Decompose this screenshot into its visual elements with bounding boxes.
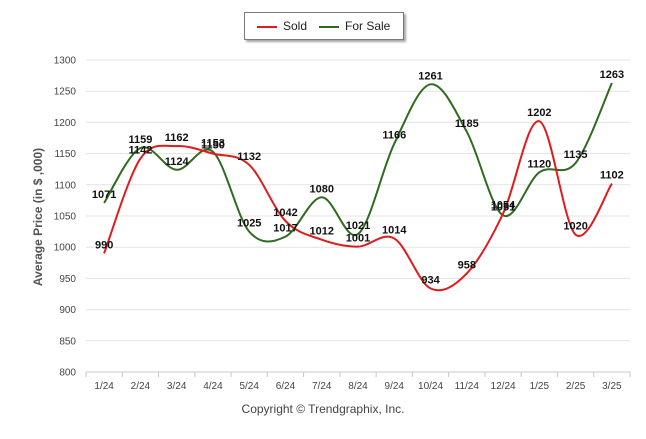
y-tick-label: 1200 [54,118,77,129]
data-label-for-sale: 1080 [309,183,333,195]
y-tick-label: 850 [59,336,76,347]
legend-item-sold[interactable]: Sold [257,19,307,33]
data-label-for-sale: 1021 [346,220,370,232]
data-label-for-sale: 1185 [455,118,479,130]
y-tick-label: 1300 [54,56,77,67]
x-tick-label: 1/24 [94,381,114,392]
legend-label-for-sale: For Sale [345,19,391,33]
data-label-sold: 1102 [600,170,624,182]
x-tick-label: 8/24 [348,381,368,392]
y-tick-label: 950 [59,274,76,285]
x-tick-label: 9/24 [385,381,405,392]
data-label-for-sale: 1261 [418,70,442,82]
data-label-sold: 934 [421,274,440,286]
data-label-sold: 958 [458,259,476,271]
data-label-sold: 990 [95,239,113,251]
legend-swatch-sold [257,25,277,28]
x-tick-label: 2/25 [566,381,586,392]
series-line-sold [103,120,613,292]
data-label-sold: 1142 [128,145,152,157]
data-label-sold: 1014 [382,224,407,236]
x-tick-label: 3/24 [167,381,187,392]
data-label-sold: 1162 [165,132,189,144]
x-tick-label: 2/24 [131,381,151,392]
y-tick-label: 1250 [54,87,77,98]
legend-swatch-for-sale [319,25,339,28]
x-tick-label: 6/24 [276,381,296,392]
data-label-for-sale: 1071 [92,189,116,201]
data-label-sold: 1202 [527,107,551,119]
data-label-for-sale: 1120 [527,158,551,170]
data-label-for-sale: 1153 [201,138,225,150]
x-tick-label: 12/24 [491,381,516,392]
legend-label-sold: Sold [283,19,308,33]
y-axis-title: Average Price (in $ ,000) [31,147,45,287]
data-label-sold: 1001 [346,233,370,245]
data-label-for-sale: 1135 [564,149,588,161]
data-label-for-sale: 1159 [128,134,152,146]
y-tick-label: 1150 [54,149,76,160]
data-label-sold: 1132 [237,151,261,163]
y-tick-label: 800 [59,368,76,379]
legend: Sold For Sale [244,12,404,40]
series-line-for-sale [103,82,613,243]
data-label-for-sale: 1017 [273,223,297,235]
y-tick-label: 1100 [54,180,76,191]
y-tick-label: 1050 [54,212,77,223]
legend-item-for-sale[interactable]: For Sale [319,19,390,33]
y-tick-label: 1000 [54,243,77,254]
x-tick-label: 4/24 [203,381,223,392]
data-label-sold: 1020 [563,221,587,233]
x-tick-label: 11/24 [455,381,480,392]
data-label-for-sale: 1124 [165,156,190,168]
x-tick-label: 3/25 [602,381,622,392]
data-label-sold: 1042 [273,207,297,219]
data-label-for-sale: 1051 [491,201,515,213]
x-tick-label: 1/25 [530,381,550,392]
data-label-for-sale: 1166 [382,130,406,142]
data-label-for-sale: 1025 [237,218,261,230]
data-label-for-sale: 1263 [600,69,624,81]
x-tick-label: 10/24 [418,381,443,392]
data-label-sold: 1012 [309,226,333,238]
data-label-sold: 1150 [201,140,225,152]
x-tick-label: 7/24 [312,381,332,392]
x-tick-label: 5/24 [239,381,259,392]
copyright-footer: Copyright © Trendgraphix, Inc. [241,402,405,416]
data-label-sold: 1054 [491,200,516,212]
y-tick-label: 900 [59,305,76,316]
